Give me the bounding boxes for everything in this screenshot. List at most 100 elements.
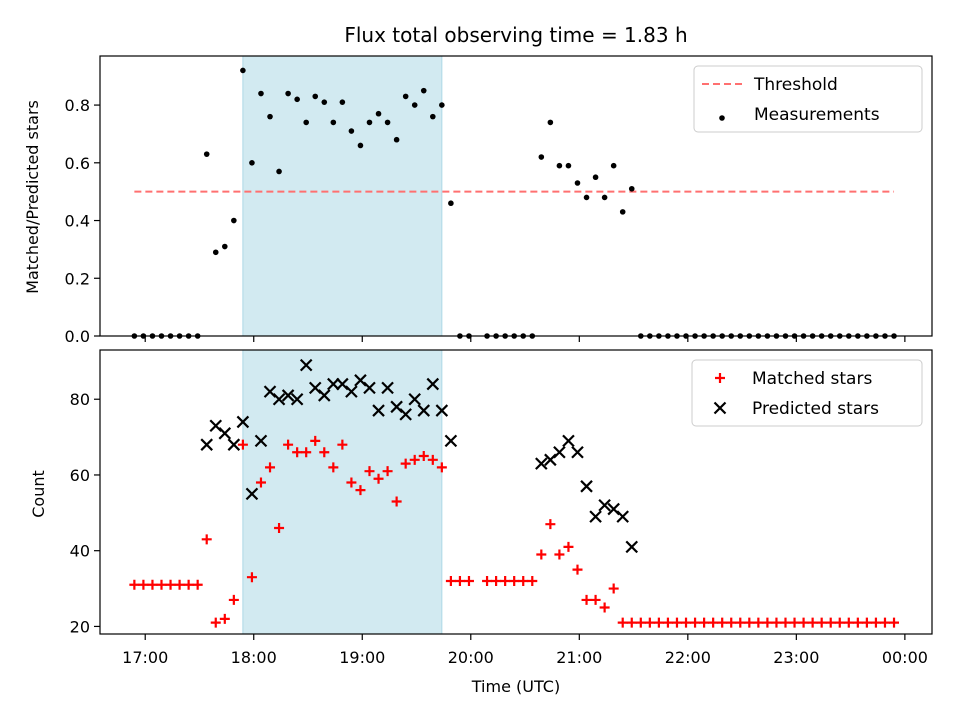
data-point xyxy=(301,447,312,458)
x-tick-label: 17:00 xyxy=(122,648,168,667)
data-point xyxy=(255,477,266,488)
series-predicted-stars xyxy=(200,358,639,554)
data-point xyxy=(285,90,291,97)
x-tick-label: 21:00 xyxy=(556,648,602,667)
data-point xyxy=(174,579,185,590)
data-point xyxy=(617,617,628,628)
legend-box xyxy=(693,65,923,133)
data-point xyxy=(601,194,608,201)
data-point xyxy=(237,439,248,450)
data-point xyxy=(535,457,548,470)
legend-marker xyxy=(715,373,725,383)
data-point xyxy=(218,427,232,440)
data-point xyxy=(364,466,375,477)
data-point xyxy=(436,462,447,473)
data-point xyxy=(276,168,282,175)
data-point xyxy=(861,617,872,628)
data-point xyxy=(219,613,230,624)
data-point xyxy=(402,93,409,100)
data-point xyxy=(303,119,309,126)
data-point xyxy=(327,377,340,391)
plot-frame xyxy=(99,55,933,337)
data-point xyxy=(337,439,348,450)
data-point xyxy=(375,110,382,117)
data-point xyxy=(363,381,376,395)
data-point xyxy=(726,617,737,628)
data-point xyxy=(625,540,639,554)
data-point xyxy=(258,90,264,97)
data-point xyxy=(319,447,330,458)
data-point xyxy=(384,119,391,126)
data-point xyxy=(426,377,440,391)
x-tick-label: 22:00 xyxy=(665,648,711,667)
data-point xyxy=(590,594,601,605)
data-point xyxy=(852,617,863,628)
data-point xyxy=(292,447,303,458)
legend-marker xyxy=(713,401,727,415)
data-point xyxy=(245,487,259,501)
data-point xyxy=(310,435,321,446)
ratio-y-tick-label: 0.6 xyxy=(65,154,90,173)
data-point xyxy=(236,415,250,429)
data-point xyxy=(439,102,445,108)
data-point xyxy=(580,480,593,493)
ratio-y-tick-label: 0.4 xyxy=(65,212,90,231)
data-point xyxy=(290,392,304,406)
data-point xyxy=(879,617,890,628)
data-point xyxy=(330,119,337,126)
data-point xyxy=(228,594,239,605)
data-point xyxy=(798,617,809,628)
data-point xyxy=(608,583,619,594)
data-point xyxy=(400,458,411,469)
data-point xyxy=(527,575,538,586)
data-point xyxy=(616,510,629,523)
data-point xyxy=(346,477,357,488)
chart-title: Flux total observing time = 1.83 h xyxy=(344,23,687,47)
data-point xyxy=(509,575,520,586)
data-point xyxy=(807,617,818,628)
legend-label: Predicted stars xyxy=(752,399,879,419)
data-point xyxy=(635,617,646,628)
data-point xyxy=(463,575,474,586)
data-point xyxy=(409,454,420,465)
x-tick-label: 23:00 xyxy=(773,648,819,667)
data-point xyxy=(581,594,592,605)
data-point xyxy=(565,162,572,169)
data-point xyxy=(547,119,554,126)
data-point xyxy=(816,617,827,628)
data-point xyxy=(411,102,418,108)
data-point xyxy=(165,579,176,590)
top-y-axis-label: Matched/Predicted stars xyxy=(23,100,42,294)
x-tick-label: 19:00 xyxy=(339,648,385,667)
data-point xyxy=(129,579,140,590)
data-point xyxy=(592,174,599,181)
data-point xyxy=(491,575,502,586)
data-point xyxy=(454,575,465,586)
x-axis-label: Time (UTC) xyxy=(471,677,560,696)
data-point xyxy=(321,99,328,105)
data-point xyxy=(212,249,219,256)
data-point xyxy=(201,534,212,545)
data-point xyxy=(482,575,493,586)
data-point xyxy=(445,575,456,586)
data-point xyxy=(610,162,617,169)
data-point xyxy=(500,575,511,586)
data-point xyxy=(574,180,581,186)
data-point xyxy=(391,496,402,507)
data-point xyxy=(628,185,635,192)
shaded-region xyxy=(242,349,443,635)
data-point xyxy=(355,485,366,496)
data-point xyxy=(381,381,394,395)
data-point xyxy=(231,217,237,224)
data-point xyxy=(583,194,590,201)
data-point xyxy=(382,466,393,477)
data-point xyxy=(735,617,746,628)
data-point xyxy=(318,389,331,402)
data-point xyxy=(372,404,385,417)
data-point xyxy=(345,385,358,398)
data-point xyxy=(227,438,241,451)
data-point xyxy=(203,151,210,157)
data-point xyxy=(708,617,719,628)
legend-label: Threshold xyxy=(753,75,838,95)
data-point xyxy=(254,434,268,448)
